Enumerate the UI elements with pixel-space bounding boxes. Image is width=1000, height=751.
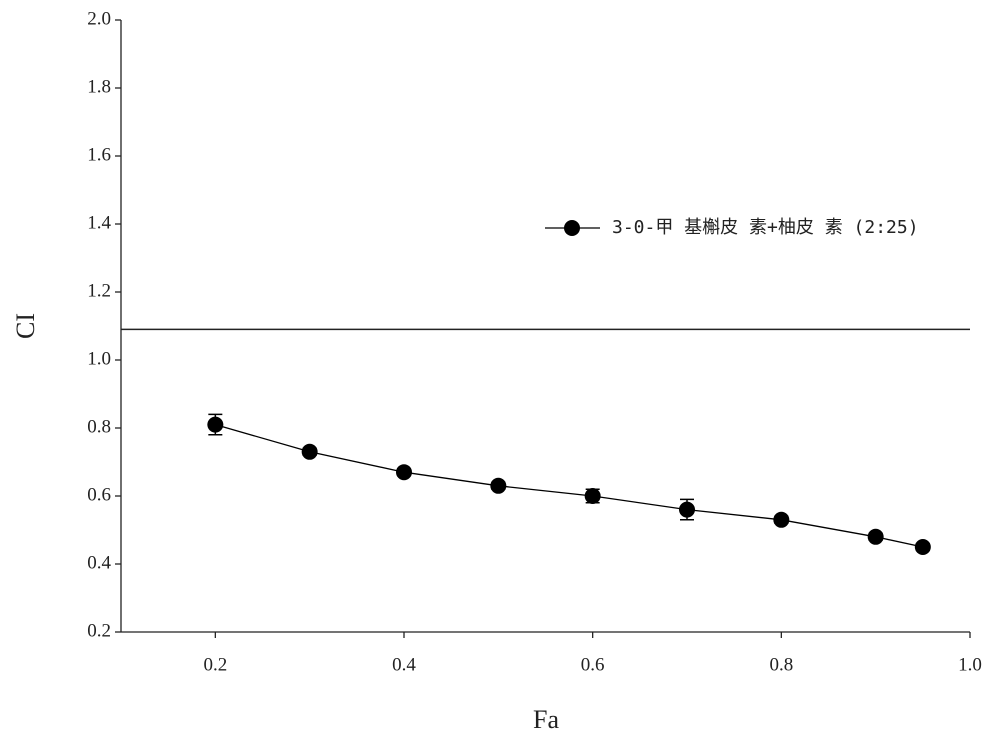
y-tick-label: 1.0 <box>87 348 111 369</box>
x-tick-label: 0.6 <box>581 654 605 675</box>
data-point <box>867 528 884 545</box>
data-point <box>584 488 601 504</box>
data-point <box>301 443 318 460</box>
y-tick-label: 0.8 <box>87 416 111 437</box>
legend-label: 3-0-甲 基槲皮 素+柚皮 素 (2:25) <box>612 217 919 238</box>
y-axis-title: CI <box>11 313 40 339</box>
y-tick-label: 0.6 <box>87 484 111 505</box>
y-tick-label: 1.6 <box>87 144 111 165</box>
y-tick-label: 2.0 <box>87 8 111 29</box>
data-point <box>773 511 790 528</box>
data-point <box>914 539 931 555</box>
y-tick-label: 0.4 <box>87 552 111 573</box>
data-point <box>396 464 412 481</box>
x-tick-label: 0.2 <box>203 654 227 675</box>
x-axis-title: Fa <box>533 705 559 734</box>
y-tick-label: 0.2 <box>87 620 111 641</box>
legend-marker <box>564 220 580 236</box>
data-point <box>679 501 695 518</box>
x-tick-label: 1.0 <box>958 654 982 675</box>
data-point <box>490 477 507 494</box>
y-tick-label: 1.4 <box>87 212 111 233</box>
y-tick-label: 1.8 <box>87 76 111 97</box>
y-tick-label: 1.2 <box>87 280 111 301</box>
data-point <box>207 416 224 433</box>
x-tick-label: 0.8 <box>769 654 793 675</box>
series-line <box>215 423 923 548</box>
x-tick-label: 0.4 <box>392 654 416 675</box>
